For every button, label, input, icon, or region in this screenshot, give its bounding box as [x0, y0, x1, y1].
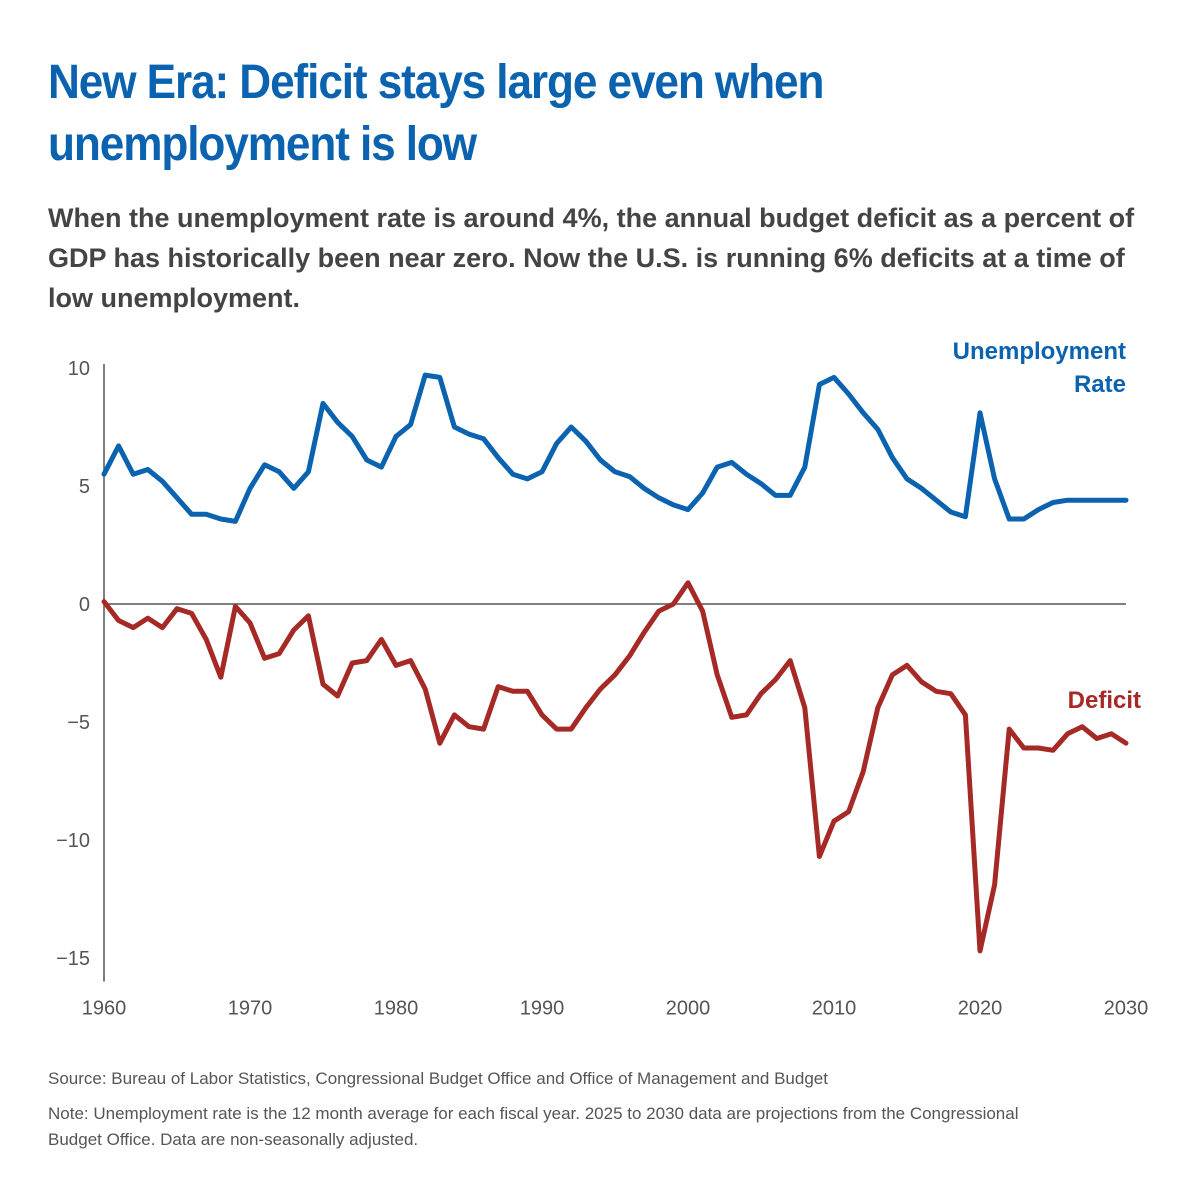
x-tick-label: 2030	[1104, 998, 1149, 1020]
axes: 10 5 0 −5 −10 −15 1960 1970 1980 1990 2000 2010 2020…	[56, 358, 1148, 1020]
y-tick-label: 5	[79, 476, 90, 498]
deficit-label: Deficit	[1068, 687, 1141, 714]
x-tick-label: 2010	[812, 998, 857, 1020]
y-tick-label: 10	[68, 358, 90, 380]
chart-subtitle: When the unemployment rate is around 4%,…	[48, 203, 1135, 313]
unemployment-rate-label: Unemployment Rate	[953, 338, 1126, 398]
y-tick-label: −10	[56, 830, 90, 852]
series-label-line: Deficit	[1068, 687, 1141, 714]
series-label-line: Rate	[1074, 371, 1126, 398]
series-labels: Unemployment Rate Deficit	[953, 338, 1141, 714]
series-lines	[101, 372, 1129, 954]
x-tick-label: 2000	[666, 998, 711, 1020]
x-tick-label: 1990	[520, 998, 565, 1020]
x-tick-label: 2020	[958, 998, 1003, 1020]
line-chart: 10 5 0 −5 −10 −15 1960 1970 1980 1990 2000 2010 2020…	[56, 338, 1148, 1020]
x-tick-label: 1960	[82, 998, 127, 1020]
y-tick-label: 0	[79, 594, 90, 616]
y-tick-label: −15	[56, 948, 90, 970]
source-note: Source: Bureau of Labor Statistics, Cong…	[48, 1069, 828, 1088]
x-tick-label: 1980	[374, 998, 419, 1020]
chart-title: New Era: Deficit stays large even when u…	[48, 56, 824, 171]
y-tick-label: −5	[67, 712, 90, 734]
footnote: Note: Unemployment rate is the 12 month …	[48, 1104, 1019, 1149]
deficit-line	[101, 580, 1129, 954]
series-label-line: Unemployment	[953, 338, 1126, 365]
x-tick-label: 1970	[228, 998, 273, 1020]
unemployment-rate-line	[101, 372, 1129, 524]
